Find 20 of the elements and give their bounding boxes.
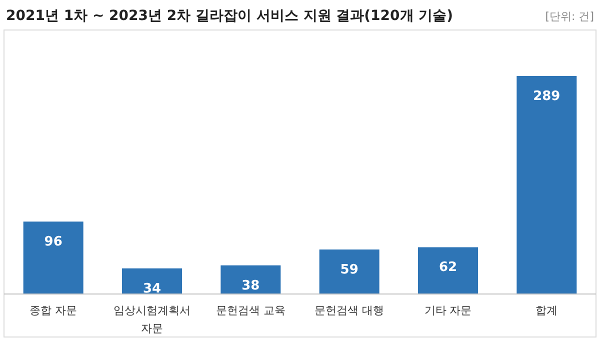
- data-label: 96: [44, 234, 62, 250]
- bar: [220, 265, 281, 294]
- x-tick-label: 문헌검색 교육: [216, 304, 286, 317]
- bar: [23, 222, 84, 294]
- data-label: 289: [533, 89, 560, 104]
- bar: [319, 249, 380, 294]
- bar: [516, 76, 577, 294]
- data-label: 38: [242, 278, 260, 294]
- data-label: 59: [340, 262, 358, 278]
- text: [단위: 건]: [545, 10, 594, 23]
- chart-title: 2021년 1차 ~ 2023년 2차 길라잡이 서비스 지원 결과(120개 기술): [6, 8, 454, 24]
- x-tick-label: 문헌검색 대행: [314, 304, 384, 317]
- x-tick-label: 기타 자문: [424, 304, 472, 317]
- x-tick-label: 종합 자문: [30, 304, 78, 317]
- bar: [418, 247, 478, 294]
- bar: [122, 268, 182, 294]
- x-tick-label: 합계: [536, 304, 558, 317]
- data-label: 62: [438, 260, 458, 276]
- x-tick-label: 임상시험계획서 자문: [114, 304, 190, 335]
- data-label: 34: [142, 281, 162, 296]
